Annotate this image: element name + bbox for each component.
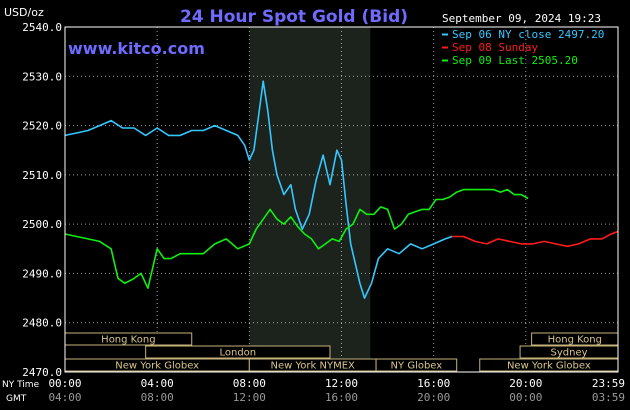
- series-line-1: [64, 80, 453, 299]
- session-label: New York NYMEX: [271, 361, 356, 372]
- x-tick-label-ny: 08:00: [233, 377, 266, 390]
- x-tick-label-ny: 16:00: [417, 377, 450, 390]
- x-tick-label-ny: 12:00: [325, 377, 358, 390]
- y-tick-label: 2540.0: [22, 21, 62, 34]
- x-tick-label-gmt: 12:00: [233, 391, 266, 404]
- x-tick-label-gmt: 00:00: [509, 391, 542, 404]
- x-tick-label-gmt: 03:59: [592, 391, 625, 404]
- session-label: New York Globex: [115, 361, 199, 372]
- market-sessions: Hong Kong Hong Kong London Sydney New York G…: [64, 332, 619, 372]
- x-tick-label-gmt: 20:00: [417, 391, 450, 404]
- x-tick-label-ny: 20:00: [509, 377, 542, 390]
- legend-entry: Sep 09 Last 2505.20: [452, 54, 578, 67]
- x-tick-labels: NY TimeGMT00:0004:0004:0008:0008:0012:00…: [2, 377, 625, 404]
- y-tick-label: 2530.0: [22, 70, 62, 83]
- x-tick-label-gmt: 08:00: [141, 391, 174, 404]
- highlight-band: [249, 27, 371, 372]
- x-tick-label-ny: 04:00: [141, 377, 174, 390]
- y-tick-label: 2500.0: [22, 218, 62, 231]
- session-box: [375, 358, 458, 372]
- x-row-label-ny: NY Time: [2, 380, 40, 390]
- series-line-2: [452, 230, 619, 248]
- x-row-label-gmt: GMT: [6, 394, 27, 404]
- session-label: Hong Kong: [548, 335, 602, 346]
- kitco-watermark: www.kitco.com: [68, 39, 205, 58]
- x-tick-label-gmt: 04:00: [48, 391, 81, 404]
- y-tick-label: 2490.0: [22, 267, 62, 280]
- y-tick-label: 2520.0: [22, 120, 62, 133]
- series-line-3: [64, 188, 529, 290]
- session-box: [145, 345, 331, 359]
- session-label: New York Globex: [507, 361, 591, 372]
- y-tick-label: 2510.0: [22, 169, 62, 182]
- chart-title: 24 Hour Spot Gold (Bid): [180, 7, 408, 27]
- series-lines: [64, 80, 619, 299]
- x-tick-label-ny: 00:00: [48, 377, 81, 390]
- x-tick-label-gmt: 16:00: [325, 391, 358, 404]
- x-tick-label-ny: 23:59: [592, 377, 625, 390]
- date-time-label: September 09, 2024 19:23: [442, 12, 601, 25]
- y-tick-label: 2470.0: [22, 366, 62, 379]
- session-label: London: [219, 348, 256, 359]
- session-label: NY Globex: [391, 361, 443, 372]
- legend-entry: Sep 06 NY close 2497.20: [452, 28, 604, 41]
- plot-border: [64, 26, 619, 373]
- legend-entry: Sep 08 Sunday: [452, 41, 538, 54]
- y-tick-label: 2480.0: [22, 317, 62, 330]
- session-label: Hong Kong: [101, 335, 155, 346]
- y-tick-labels: 2470.0 2480.0 2490.0 2500.0 2510.0 2520.0 2530…: [22, 21, 62, 379]
- y-axis-label: USD/oz: [4, 6, 44, 19]
- session-label: Sydney: [551, 348, 588, 359]
